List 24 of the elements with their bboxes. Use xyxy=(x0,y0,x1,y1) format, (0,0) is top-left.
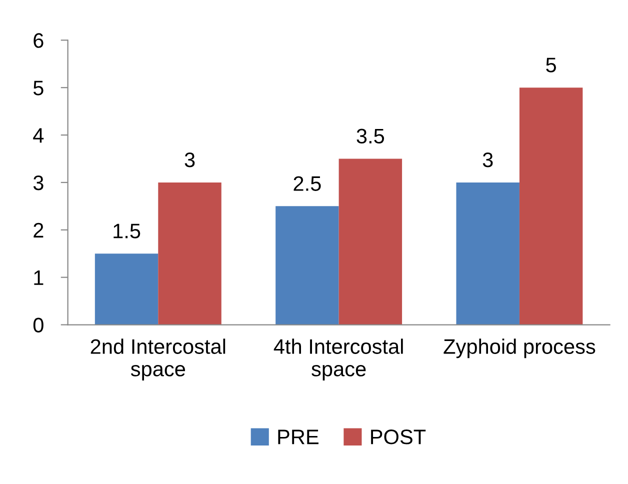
y-tick-label: 1 xyxy=(34,270,44,285)
bar xyxy=(158,182,222,325)
data-label: 2.5 xyxy=(294,176,321,191)
x-tick-label: 4th Intercostal space xyxy=(274,338,403,381)
legend-label: PRE xyxy=(278,430,318,444)
y-tick-label: 3 xyxy=(33,175,44,190)
data-label: 3.5 xyxy=(356,128,384,144)
data-label: 3 xyxy=(184,152,195,168)
data-label: 5 xyxy=(546,58,556,72)
y-tick-label: 6 xyxy=(34,33,44,48)
data-label: 1.5 xyxy=(114,224,140,238)
y-tick-label: 5 xyxy=(33,80,44,96)
x-tick-label: Zyphoid process xyxy=(444,338,596,358)
legend-label: POST xyxy=(371,430,426,444)
bar xyxy=(519,88,583,325)
x-tick-label: 2nd Intercostal space xyxy=(90,338,226,381)
data-label: 3 xyxy=(482,152,493,168)
bar xyxy=(456,182,520,325)
bar xyxy=(338,158,402,325)
bar xyxy=(276,206,339,325)
bar xyxy=(94,254,158,325)
y-tick-label: 4 xyxy=(33,128,44,143)
y-tick-label: 0 xyxy=(33,318,44,333)
y-tick-label: 2 xyxy=(34,222,44,238)
